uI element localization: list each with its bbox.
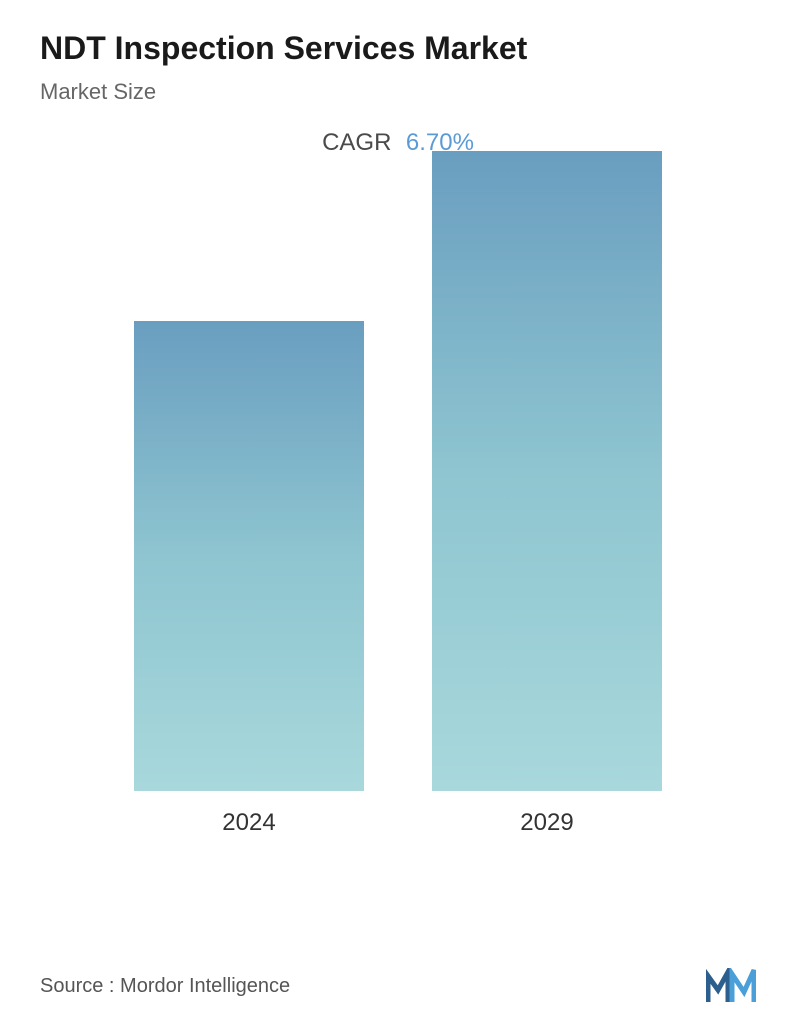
bar-label-2024: 2024	[222, 809, 275, 837]
chart-title: NDT Inspection Services Market	[40, 30, 756, 67]
bar-2024	[134, 321, 364, 791]
bars-container: 2024 2029	[40, 197, 756, 837]
chart-area: 2024 2029	[40, 197, 756, 877]
chart-subtitle: Market Size	[40, 79, 756, 105]
bar-2029	[432, 151, 662, 791]
source-text: Source : Mordor Intelligence	[40, 975, 290, 998]
mordor-logo-icon	[706, 968, 756, 1004]
bar-group-2024: 2024	[134, 321, 364, 837]
cagr-label: CAGR	[322, 129, 391, 156]
bar-group-2029: 2029	[432, 151, 662, 837]
footer: Source : Mordor Intelligence	[40, 968, 756, 1004]
bar-label-2029: 2029	[520, 809, 573, 837]
